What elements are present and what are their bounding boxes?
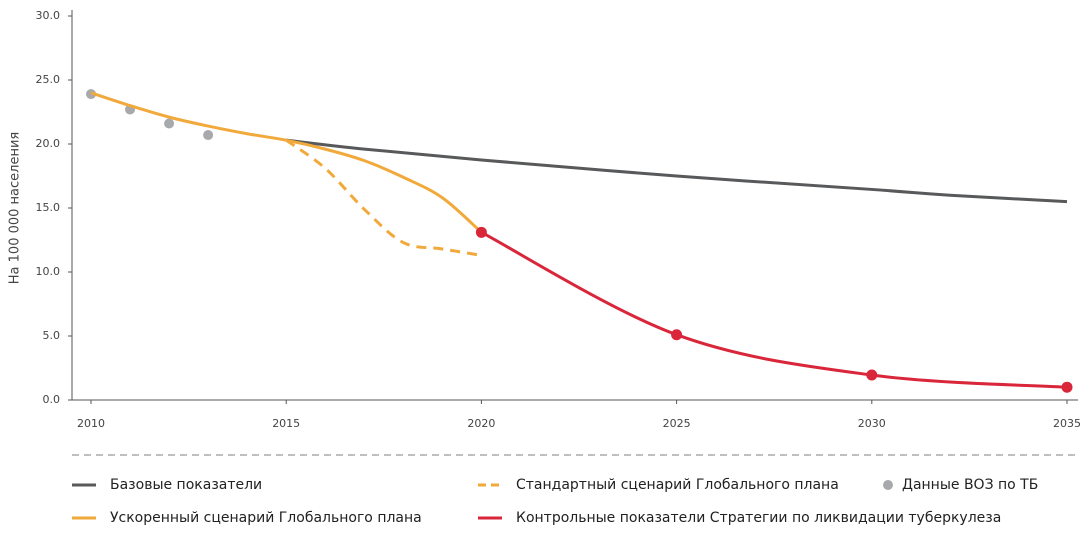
y-tick-label: 15.0 bbox=[36, 201, 61, 214]
x-tick-label: 2030 bbox=[858, 417, 886, 430]
legend-swatch bbox=[883, 480, 893, 490]
series-line bbox=[285, 138, 482, 257]
data-point bbox=[164, 118, 175, 129]
x-tick-label: 2015 bbox=[272, 417, 300, 430]
data-point bbox=[1061, 381, 1073, 393]
y-tick-label: 5.0 bbox=[43, 329, 61, 342]
data-point bbox=[671, 329, 683, 341]
data-point bbox=[866, 369, 878, 381]
x-tick-label: 2010 bbox=[77, 417, 105, 430]
legend-label: Базовые показатели bbox=[110, 477, 262, 493]
legend-label: Данные ВОЗ по ТБ bbox=[902, 477, 1038, 493]
y-tick-label: 25.0 bbox=[36, 73, 61, 86]
data-point bbox=[203, 130, 214, 141]
x-tick-label: 2025 bbox=[663, 417, 691, 430]
legend-label: Контрольные показатели Стратегии по ликв… bbox=[516, 510, 1001, 526]
data-point bbox=[475, 226, 487, 238]
series-line bbox=[90, 91, 483, 234]
y-tick-label: 30.0 bbox=[36, 9, 61, 22]
x-tick-label: 2035 bbox=[1053, 417, 1081, 430]
series-line bbox=[286, 138, 1068, 204]
y-tick-label: 20.0 bbox=[36, 137, 61, 150]
legend-label: Ускоренный сценарий Глобального плана bbox=[110, 510, 422, 526]
legend-label: Стандартный сценарий Глобального плана bbox=[516, 477, 839, 493]
x-tick-label: 2020 bbox=[467, 417, 495, 430]
y-axis-label: На 100 000 населения bbox=[8, 132, 23, 284]
series-line bbox=[480, 230, 1068, 389]
y-tick-label: 0.0 bbox=[43, 393, 61, 406]
y-tick-label: 10.0 bbox=[36, 265, 61, 278]
